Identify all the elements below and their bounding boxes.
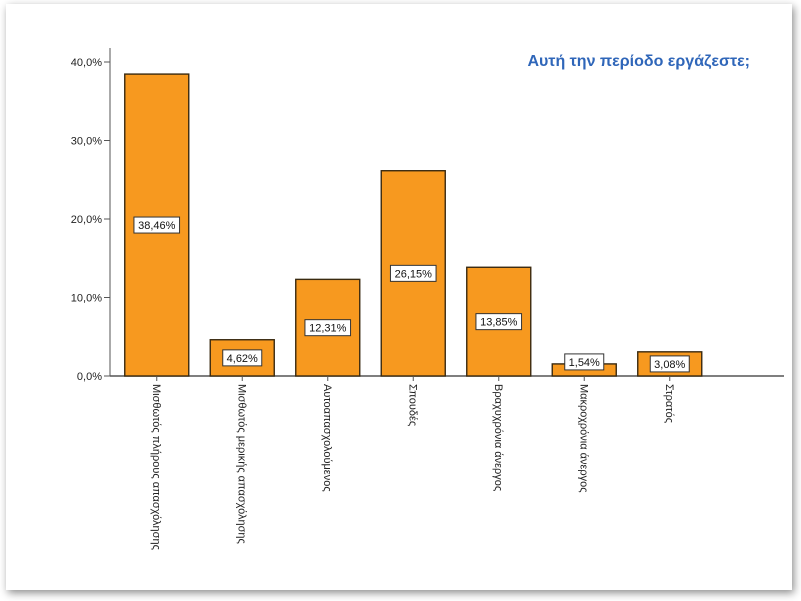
data-label: 26,15% <box>389 264 437 282</box>
category-label: Μισθωτός πλήρους απασχόλησης <box>150 384 162 550</box>
chart: 0,0% 10,0% 20,0% 30,0% 40,0% 38,46% 4,62% 12,3… <box>71 48 784 550</box>
chart-title: Αυτή την περίοδο εργάζεστε; <box>527 53 750 70</box>
data-labels: 38,46% 4,62% 12,31% 26,15% 13,85% 1,54% 3,08% <box>133 216 690 373</box>
category-label: Σπουδές <box>406 384 418 426</box>
category-label: Στρατός <box>663 384 675 423</box>
data-label-text: 26,15% <box>395 268 433 280</box>
data-label: 4,62% <box>222 349 263 367</box>
data-label-text: 38,46% <box>138 220 176 232</box>
data-label-box <box>389 264 437 282</box>
y-tick-label: 0,0% <box>77 371 102 383</box>
data-label-text: 3,08% <box>654 359 685 371</box>
data-label: 12,31% <box>304 319 352 337</box>
data-label: 13,85% <box>475 313 523 331</box>
y-tick-label: 40,0% <box>71 57 102 69</box>
data-label: 3,08% <box>649 355 690 373</box>
data-label-box <box>475 313 523 331</box>
category-label: Βραχυχρόνια άνεργος <box>492 384 504 491</box>
y-tick-label: 10,0% <box>71 293 102 305</box>
data-label-text: 12,31% <box>309 323 347 335</box>
data-label: 1,54% <box>564 353 605 371</box>
bars <box>124 73 703 377</box>
data-label-box <box>649 355 690 373</box>
category-label: Αυτοαπασχολούμενος <box>321 384 333 492</box>
y-tick-label: 30,0% <box>71 136 102 148</box>
chart-frame: 0,0% 10,0% 20,0% 30,0% 40,0% 38,46% 4,62% 12,3… <box>6 4 792 590</box>
data-label-text: 1,54% <box>569 357 600 369</box>
data-label-box <box>133 216 181 234</box>
data-label-box <box>304 319 352 337</box>
category-label: Μισθωτός μερικής απασχόλησης <box>235 384 247 544</box>
category-labels: Μισθωτός πλήρους απασχόλησης Μισθωτός μερ… <box>150 376 675 550</box>
data-label: 38,46% <box>133 216 181 234</box>
y-tick-label: 20,0% <box>71 214 102 226</box>
category-label: Μακροχρόνια άνεργος <box>577 384 589 493</box>
data-label-box <box>564 353 605 371</box>
data-label-box <box>222 349 263 367</box>
data-label-text: 13,85% <box>480 317 518 329</box>
data-label-text: 4,62% <box>227 353 258 365</box>
